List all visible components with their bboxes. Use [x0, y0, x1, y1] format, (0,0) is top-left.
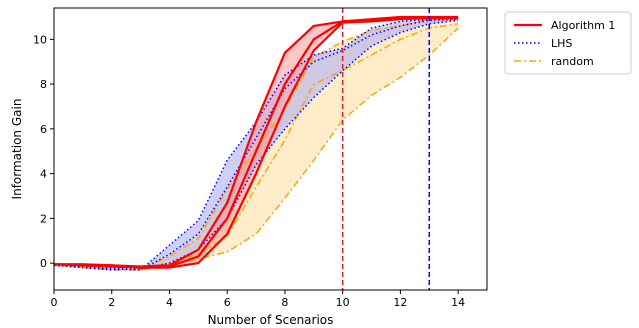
y-tick-label: 2: [40, 212, 47, 225]
y-tick-label: 4: [40, 168, 47, 181]
x-tick-label: 14: [451, 296, 465, 309]
y-tick-label: 8: [40, 78, 47, 91]
axes: 0 2 4 6 8 10 12 14 0 2 4 6 8 10: [33, 7, 488, 309]
x-tick-label: 0: [51, 296, 58, 309]
legend-label-random: random: [551, 55, 594, 68]
x-axis-label: Number of Scenarios: [208, 313, 334, 327]
y-tick-label: 0: [40, 257, 47, 270]
legend: Algorithm 1 LHS random: [504, 11, 632, 75]
x-tick-label: 6: [224, 296, 231, 309]
y-tick-label: 10: [33, 33, 47, 46]
series-algorithm-1-lower: [54, 17, 459, 269]
legend-label-lhs: LHS: [551, 37, 572, 50]
axes-frame: [53, 7, 488, 291]
band-algorithm-1: [54, 17, 459, 268]
legend-box: [504, 11, 632, 75]
x-tick-label: 10: [336, 296, 350, 309]
legend-label-algorithm-1: Algorithm 1: [551, 19, 615, 32]
x-tick-label: 8: [281, 296, 288, 309]
x-tick-label: 2: [108, 296, 115, 309]
plot-area: [54, 8, 459, 290]
y-tick-label: 6: [40, 123, 47, 136]
x-tick-label: 4: [166, 296, 173, 309]
x-tick-label: 12: [393, 296, 407, 309]
band-random: [54, 18, 459, 270]
y-axis-label: Information Gain: [10, 99, 24, 200]
